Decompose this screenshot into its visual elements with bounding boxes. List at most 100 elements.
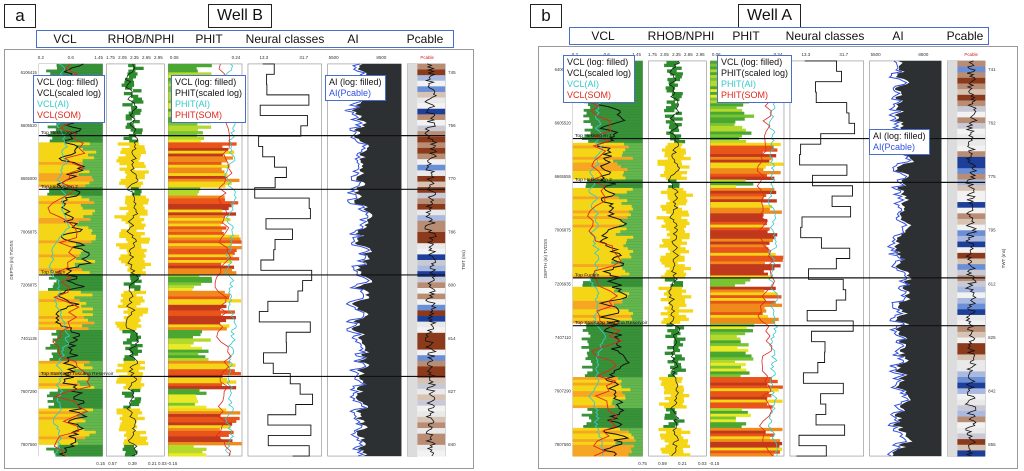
- phit-fill: [710, 365, 741, 370]
- vcl-fill: [572, 139, 589, 144]
- phit-fill: [168, 383, 223, 387]
- phit-fill: [710, 329, 753, 333]
- vcl-shale-fill: [95, 234, 103, 239]
- vcl-fill: [38, 344, 51, 348]
- vcl-shale-fill: [92, 313, 103, 317]
- vcl-shale-fill: [56, 349, 103, 353]
- phit-fill: [710, 377, 773, 381]
- rhob-nphi-fill: [670, 393, 690, 398]
- vcl-shale-fill: [87, 377, 103, 381]
- pcable-band: [957, 331, 986, 339]
- phit-fill: [168, 313, 221, 317]
- phit-fill: [710, 360, 735, 364]
- pcable-band: [417, 411, 446, 418]
- rhob-nphi-fill: [666, 227, 685, 231]
- vcl-shale-fill: [622, 391, 643, 395]
- phit-fill: [710, 320, 776, 324]
- phit-fill: [710, 187, 775, 192]
- rhob-curve: [125, 63, 140, 457]
- phit-fill: [168, 338, 211, 342]
- pcable-band: [417, 69, 446, 76]
- rhob-nphi-fill: [123, 282, 135, 286]
- pcable-trace: [964, 60, 978, 457]
- pcable-band: [417, 237, 446, 244]
- phit-fill: [168, 408, 227, 412]
- vcl-fill: [572, 176, 626, 180]
- phit-fill: [710, 235, 775, 240]
- vcl-shale-fill: [47, 192, 103, 197]
- pcable-band: [417, 125, 446, 132]
- phit-fill: [710, 405, 773, 409]
- rhob-nphi-fill: [664, 388, 685, 392]
- rhob-nphi-fill: [123, 91, 133, 96]
- vcl-shale-fill: [52, 285, 103, 289]
- vcl-fill: [572, 292, 630, 296]
- vcl-fill: [572, 216, 628, 220]
- phit-fill: [710, 196, 764, 200]
- phit-fill: [168, 290, 225, 295]
- vcl-shale-fill: [586, 323, 643, 327]
- pcable-band: [957, 281, 986, 288]
- vcl-shale-fill: [620, 264, 643, 268]
- rhob-nphi-fill: [124, 444, 135, 449]
- vcl-fill: [572, 295, 628, 299]
- pcable-band: [957, 292, 986, 299]
- phit-fill: [168, 195, 225, 199]
- vcl-fill: [572, 196, 619, 200]
- vcl-fill: [572, 210, 629, 214]
- vcl-shale-fill: [81, 411, 103, 415]
- phit-fill: [710, 334, 737, 339]
- vcl-shale-fill: [49, 391, 103, 395]
- vcl-fill: [572, 179, 588, 183]
- vcl-shale-fill: [582, 283, 643, 288]
- vcl-shale-fill: [583, 425, 643, 429]
- legend-entry: VCL (log: filled): [567, 57, 629, 67]
- phit-fill: [710, 345, 738, 350]
- vcl-fill: [38, 257, 76, 261]
- vcl-fill: [572, 413, 582, 418]
- vcl-shale-fill: [622, 298, 643, 302]
- vcl-fill: [38, 175, 92, 180]
- phit-fill: [168, 128, 198, 132]
- rhob-nphi-fill: [124, 201, 149, 205]
- twt-axis-label: TWT (ms): [461, 250, 466, 270]
- legend-entry: PHIT(SOM): [721, 90, 768, 100]
- rhob-nphi-fill: [667, 329, 679, 333]
- pcable-band: [957, 156, 986, 164]
- formation-top-label: Top Stø/Kapp Toscana Reservoir: [41, 371, 114, 377]
- vcl-fill: [38, 411, 82, 415]
- vcl-shale-fill: [48, 288, 103, 292]
- vcl-fill: [572, 388, 631, 392]
- pcable-band: [957, 354, 986, 361]
- rhob-curve: [667, 60, 681, 457]
- vcl-shale-fill: [51, 352, 103, 356]
- vcl-shale-fill: [621, 202, 643, 206]
- vcl-shale-fill: [73, 369, 103, 373]
- vcl-shale-fill: [616, 286, 643, 291]
- pcable-band: [417, 271, 446, 278]
- vcl-fill: [38, 142, 90, 146]
- phit-fill: [168, 388, 200, 393]
- vcl-fill: [38, 419, 86, 423]
- scale-tick-label: Pcable: [964, 52, 978, 57]
- rhob-nphi-fill: [663, 292, 682, 296]
- phit-fill: [710, 139, 747, 144]
- scale-tick-label: 31.7: [839, 52, 848, 57]
- vcl-shale-fill: [585, 185, 643, 189]
- depth-tick-label: 7807560: [555, 442, 572, 447]
- vcl-fill: [572, 134, 586, 138]
- vcl-shale-fill: [78, 220, 103, 225]
- vcl-fill: [38, 276, 49, 281]
- pcable-band: [957, 416, 986, 423]
- pcable-band: [957, 123, 986, 130]
- phit-fill: [710, 368, 747, 372]
- rhob-nphi-fill: [661, 207, 682, 212]
- vcl-fill: [572, 117, 590, 121]
- rhob-nphi-fill: [127, 307, 149, 311]
- vcl-shale-fill: [81, 195, 103, 199]
- phit-fill: [710, 348, 749, 353]
- phit-fill: [168, 231, 224, 236]
- vcl-fill: [38, 355, 53, 359]
- pcable-band: [417, 91, 446, 99]
- vcl-fill: [572, 427, 620, 432]
